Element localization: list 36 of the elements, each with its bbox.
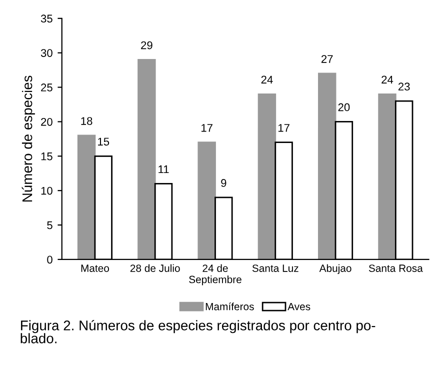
y-tick-label: 35	[40, 14, 52, 23]
x-tick-label: 24 de Septiembre	[189, 264, 242, 286]
x-tick-label: Abujao	[319, 264, 352, 274]
x-tick-label: Santa Luz	[252, 264, 298, 272]
data-label: 17	[201, 124, 212, 132]
y-tick-label: 20	[41, 118, 52, 126]
data-label: 18	[81, 117, 92, 125]
y-tick-label: 0	[47, 256, 52, 264]
legend-label: Aves	[288, 303, 310, 310]
bar	[138, 59, 156, 260]
bar	[77, 134, 96, 260]
data-label: 9	[221, 179, 226, 187]
y-tick-label: 25	[41, 84, 52, 92]
y-tick-label: 30	[40, 49, 52, 57]
y-tick-label: 10	[41, 186, 52, 195]
data-label: 15	[98, 138, 110, 146]
text: Figura 2. Números de especies registrados por centro po- blado.	[20, 320, 376, 344]
bar	[258, 93, 276, 260]
x-tick-label: Mateo	[81, 264, 109, 272]
data-label: 17	[278, 124, 290, 132]
y-axis-title: Número de especies	[22, 76, 35, 202]
y-tick-label: 15	[41, 152, 52, 160]
legend-label: Mamíferos	[206, 302, 254, 310]
data-label: 27	[321, 55, 333, 63]
y-tick-label: 5	[47, 221, 52, 230]
bar	[318, 72, 336, 260]
bar	[378, 93, 396, 260]
data-label: 24	[382, 76, 394, 84]
data-label: 20	[338, 103, 350, 112]
x-tick-label: 28 de Julio	[130, 264, 180, 272]
bar	[198, 142, 216, 260]
data-label: 29	[141, 41, 152, 50]
data-label: 23	[398, 82, 410, 91]
x-tick-label: Santa Rosa	[368, 264, 423, 272]
data-label: 11	[158, 165, 169, 174]
data-label: 24	[261, 76, 273, 84]
